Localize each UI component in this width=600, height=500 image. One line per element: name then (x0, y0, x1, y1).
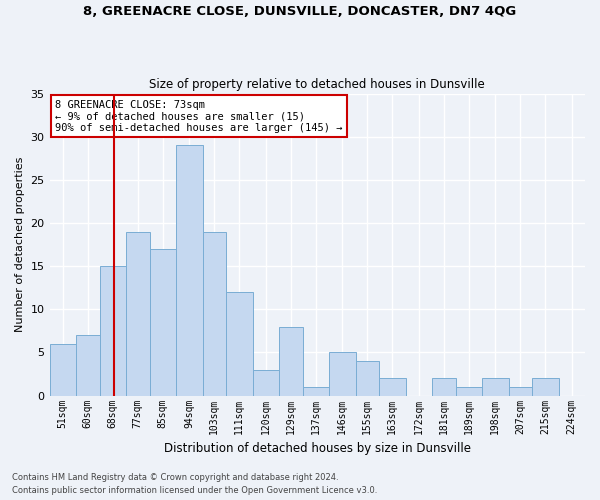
Text: Contains HM Land Registry data © Crown copyright and database right 2024.
Contai: Contains HM Land Registry data © Crown c… (12, 474, 377, 495)
Bar (226, 292, 253, 396)
Bar (482, 378, 509, 396)
Bar (50, 344, 76, 396)
Bar (176, 146, 203, 396)
Bar (76, 335, 100, 396)
Bar (149, 249, 176, 396)
Bar (253, 370, 279, 396)
Bar (203, 232, 226, 396)
Text: 8 GREENACRE CLOSE: 73sqm
← 9% of detached houses are smaller (15)
90% of semi-de: 8 GREENACRE CLOSE: 73sqm ← 9% of detache… (55, 100, 343, 133)
Bar (379, 378, 406, 396)
Title: Size of property relative to detached houses in Dunsville: Size of property relative to detached ho… (149, 78, 485, 91)
Bar (126, 232, 149, 396)
Bar (100, 266, 126, 396)
Bar (279, 326, 302, 396)
Y-axis label: Number of detached properties: Number of detached properties (15, 157, 25, 332)
Bar (532, 378, 559, 396)
Bar (356, 361, 379, 396)
Bar (432, 378, 455, 396)
Bar (329, 352, 356, 396)
Text: 8, GREENACRE CLOSE, DUNSVILLE, DONCASTER, DN7 4QG: 8, GREENACRE CLOSE, DUNSVILLE, DONCASTER… (83, 5, 517, 18)
Bar (509, 387, 532, 396)
Bar (455, 387, 482, 396)
Bar (302, 387, 329, 396)
X-axis label: Distribution of detached houses by size in Dunsville: Distribution of detached houses by size … (164, 442, 471, 455)
